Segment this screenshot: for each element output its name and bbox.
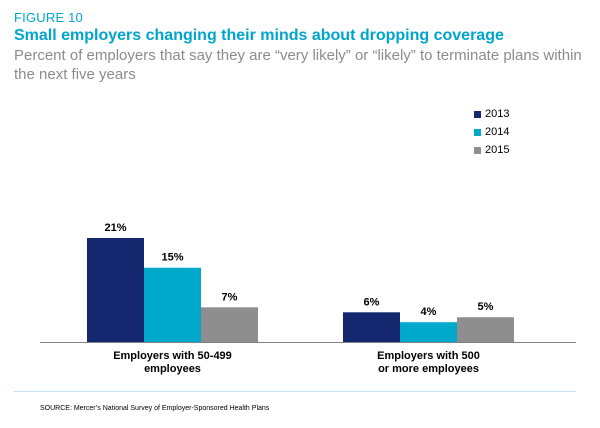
legend-item-2015: 2015: [474, 141, 509, 159]
bar-2015-group-1: [201, 307, 258, 342]
chart-title: Small employers changing their minds abo…: [14, 27, 504, 44]
data-label-2015-group-1: 7%: [222, 291, 238, 303]
chart-subtitle: Percent of employers that say they are “…: [14, 47, 582, 83]
data-label-2014-group-1: 15%: [161, 252, 183, 264]
legend-item-2014: 2014: [474, 123, 509, 141]
legend-label-2015: 2015: [485, 144, 510, 156]
bar-2014-group-2: [400, 322, 457, 342]
bar-2013-group-1: [87, 238, 144, 342]
legend-swatch-2015: [474, 146, 481, 154]
legend-item-2013: 2013: [474, 105, 509, 123]
data-label-2013-group-2: 6%: [364, 296, 380, 308]
legend-label-2014: 2014: [485, 126, 510, 138]
source-note: SOURCE: Mercer’s National Survey of Empl…: [40, 405, 270, 412]
bar-2014-group-1: [144, 267, 201, 342]
data-label-2014-group-2: 4%: [421, 306, 437, 318]
bar-2015-group-2: [457, 317, 514, 342]
figure-label: FIGURE 10: [14, 10, 83, 25]
chart-legend: 2013 2014 2015: [474, 105, 509, 159]
bar-chart: 21% 15% 7% Employers with 50-499 employees 6%…: [40, 222, 576, 375]
data-label-2015-group-2: 5%: [478, 301, 494, 313]
category-label-1: Employers with 50-499 employees: [113, 350, 232, 375]
legend-swatch-2013: [474, 110, 481, 118]
legend-swatch-2014: [474, 128, 481, 136]
category-label-2: Employers with 500 or more employees: [377, 350, 480, 375]
bar-2013-group-2: [343, 312, 400, 342]
data-label-2013-group-1: 21%: [104, 222, 126, 234]
legend-label-2013: 2013: [485, 108, 510, 120]
footer-divider: [14, 391, 576, 392]
